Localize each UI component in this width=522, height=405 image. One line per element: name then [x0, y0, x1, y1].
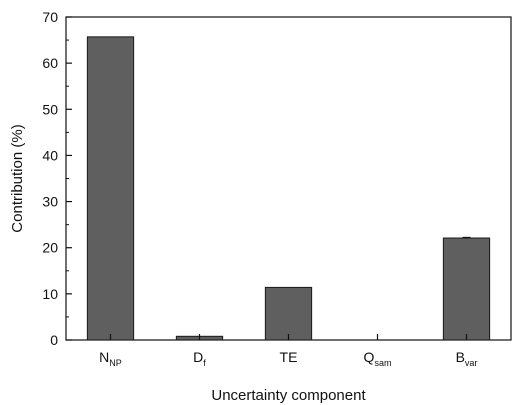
x-tick-label: TE [280, 349, 298, 365]
y-tick-label: 10 [42, 286, 58, 302]
y-axis-title: Contribution (%) [9, 124, 26, 232]
y-tick-label: 20 [42, 240, 58, 256]
x-tick-label: Qsam [364, 349, 392, 368]
y-tick-label: 60 [42, 55, 58, 71]
x-tick-label: Bvar [456, 349, 478, 368]
bars-group [86, 36, 491, 341]
x-axis-title: Uncertainty component [211, 387, 366, 404]
y-tick-label: 0 [50, 332, 58, 348]
bar-te [264, 286, 313, 341]
y-tick-label: 50 [42, 101, 58, 117]
x-axis-ticks: NNP Df TE Qsam Bvar [99, 334, 477, 368]
bar-bvar [442, 237, 491, 341]
y-tick-label: 70 [42, 9, 58, 25]
y-tick-label: 30 [42, 194, 58, 210]
y-tick-label: 40 [42, 147, 58, 163]
x-tick-label: Df [193, 349, 206, 368]
y-axis-ticks: 0 10 20 30 40 50 60 70 [42, 9, 72, 348]
x-tick-label: NNP [99, 349, 122, 368]
bar-nnp [86, 36, 135, 341]
